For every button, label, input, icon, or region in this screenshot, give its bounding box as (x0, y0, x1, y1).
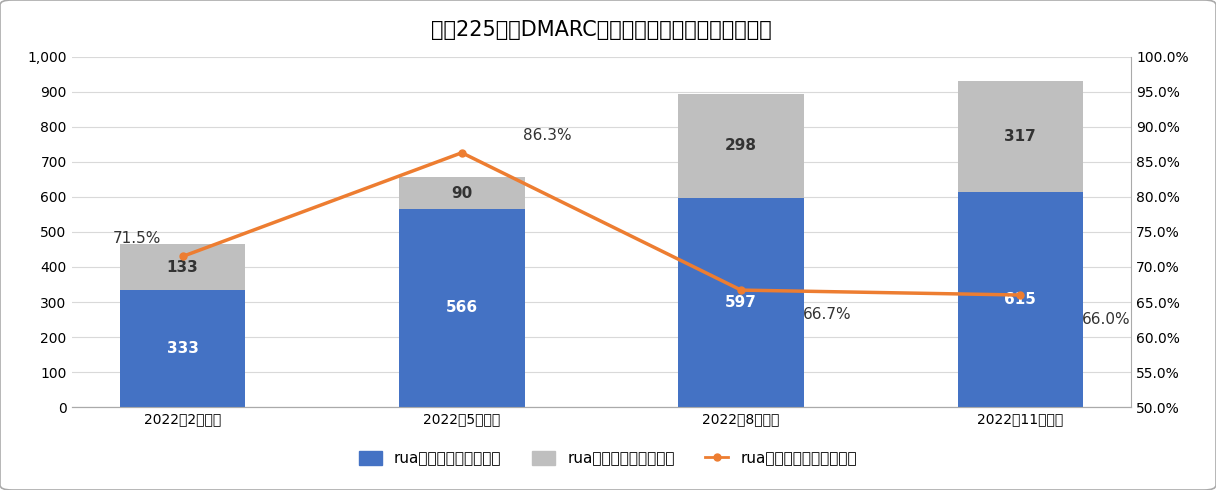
Text: 90: 90 (451, 186, 473, 200)
Text: 66.0%: 66.0% (1082, 312, 1131, 327)
Bar (679, 198, 804, 407)
Text: 317: 317 (1004, 128, 1036, 144)
Bar (399, 177, 524, 209)
Bar (119, 291, 246, 407)
Title: 日経225企業DMARC集約レポートモニタリング状況: 日経225企業DMARC集約レポートモニタリング状況 (430, 20, 772, 40)
Bar (957, 192, 1083, 407)
Text: 615: 615 (1004, 292, 1036, 307)
Text: 86.3%: 86.3% (523, 128, 572, 143)
Bar (119, 244, 246, 291)
Text: 597: 597 (725, 295, 758, 310)
Text: 566: 566 (446, 300, 478, 316)
Bar (679, 94, 804, 198)
Text: 71.5%: 71.5% (113, 231, 161, 246)
Text: 66.7%: 66.7% (803, 307, 851, 322)
Text: 298: 298 (725, 138, 758, 153)
Bar (399, 209, 524, 407)
Legend: ruaタグありドメイン数, ruaタグなしドメイン数, ruaタグありドメイン割合: ruaタグありドメイン数, ruaタグなしドメイン数, ruaタグありドメイン割… (353, 445, 863, 472)
Text: 133: 133 (167, 260, 198, 275)
Bar (957, 80, 1083, 192)
Text: 333: 333 (167, 342, 198, 356)
